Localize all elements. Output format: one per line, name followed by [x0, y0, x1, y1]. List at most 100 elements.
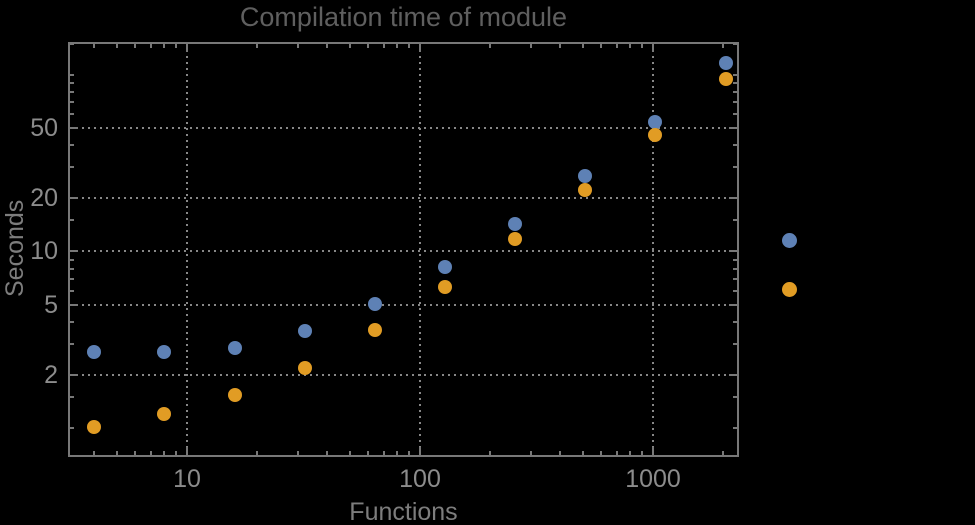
y-gridline: [70, 303, 737, 306]
y-tick-label: 20: [30, 184, 58, 213]
x-tick: [408, 44, 411, 48]
x-gridline: [419, 44, 421, 455]
y-tick: [733, 90, 737, 93]
x-tick-label: 100: [399, 465, 441, 493]
x-tick: [175, 451, 178, 455]
x-tick: [615, 451, 618, 455]
data-point-series-2: [227, 387, 242, 402]
y-tick-label: 5: [44, 290, 58, 319]
x-tick: [396, 44, 399, 48]
y-tick: [70, 81, 74, 84]
y-tick: [729, 303, 737, 306]
y-tick: [733, 427, 737, 430]
y-tick: [733, 219, 737, 222]
x-tick: [115, 451, 118, 455]
y-gridline: [70, 127, 737, 129]
y-tick: [733, 342, 737, 345]
x-tick: [134, 451, 137, 455]
x-tick: [149, 451, 152, 455]
x-tick: [652, 447, 654, 455]
y-gridline: [70, 373, 737, 376]
y-tick: [729, 250, 737, 253]
x-tick: [326, 44, 329, 48]
x-gridline: [186, 44, 188, 455]
legend-marker-2: [781, 281, 797, 297]
y-tick: [70, 258, 74, 261]
x-tick: [489, 44, 492, 48]
x-tick: [175, 44, 178, 48]
data-point-series-1: [367, 296, 382, 311]
x-tick: [93, 44, 96, 48]
chart-title: Compilation time of module: [239, 2, 568, 32]
x-tick: [297, 451, 300, 455]
x-tick: [722, 44, 725, 48]
x-tick: [489, 451, 492, 455]
x-tick: [559, 451, 562, 455]
x-tick: [600, 44, 603, 48]
data-point-series-2: [87, 419, 102, 434]
y-tick: [70, 197, 78, 200]
y-tick: [70, 42, 74, 45]
y-tick: [70, 342, 74, 345]
data-point-series-2: [648, 127, 663, 142]
y-tick: [729, 373, 737, 376]
legend-marker-1: [781, 232, 797, 248]
x-gridline: [652, 44, 654, 455]
x-tick: [419, 44, 421, 52]
y-tick: [733, 144, 737, 147]
y-tick: [70, 90, 74, 93]
x-tick: [367, 451, 370, 455]
y-tick: [733, 81, 737, 84]
y-tick: [733, 113, 737, 115]
y-tick: [733, 166, 737, 169]
y-tick: [729, 197, 737, 200]
y-tick: [70, 113, 74, 115]
y-tick: [733, 267, 737, 270]
x-tick: [641, 451, 644, 455]
data-point-series-2: [297, 360, 312, 375]
y-tick-label: 10: [30, 237, 58, 266]
y-tick: [733, 42, 737, 45]
data-point-series-2: [437, 279, 452, 294]
x-tick: [186, 447, 188, 455]
x-tick: [186, 44, 188, 52]
y-tick: [733, 396, 737, 399]
y-tick: [733, 101, 737, 104]
y-tick: [70, 144, 74, 147]
y-tick: [70, 166, 74, 169]
y-gridline: [70, 197, 737, 200]
y-tick: [733, 320, 737, 323]
x-tick: [115, 44, 118, 48]
x-tick: [615, 44, 618, 48]
x-tick: [163, 44, 166, 48]
x-tick: [559, 44, 562, 48]
y-tick: [70, 373, 78, 376]
y-tick: [70, 219, 74, 222]
y-tick: [70, 250, 78, 253]
y-tick: [70, 396, 74, 399]
data-point-series-1: [157, 344, 172, 359]
x-tick: [600, 451, 603, 455]
x-tick: [382, 44, 385, 48]
x-tick: [530, 44, 533, 48]
y-tick: [70, 101, 74, 104]
x-tick: [408, 451, 411, 455]
y-tick-label: 2: [44, 360, 58, 389]
data-point-series-2: [157, 407, 172, 422]
x-tick: [652, 44, 654, 52]
x-tick: [382, 451, 385, 455]
x-tick: [149, 44, 152, 48]
x-tick: [163, 451, 166, 455]
data-point-series-1: [648, 114, 663, 129]
x-tick: [722, 451, 725, 455]
y-tick: [70, 267, 74, 270]
x-tick: [348, 44, 351, 48]
data-point-series-2: [578, 182, 593, 197]
data-point-series-1: [297, 323, 312, 338]
y-tick: [729, 127, 737, 129]
plot-frame: [68, 42, 739, 457]
data-point-series-1: [87, 344, 102, 359]
data-point-series-1: [437, 259, 452, 274]
x-tick: [419, 447, 421, 455]
